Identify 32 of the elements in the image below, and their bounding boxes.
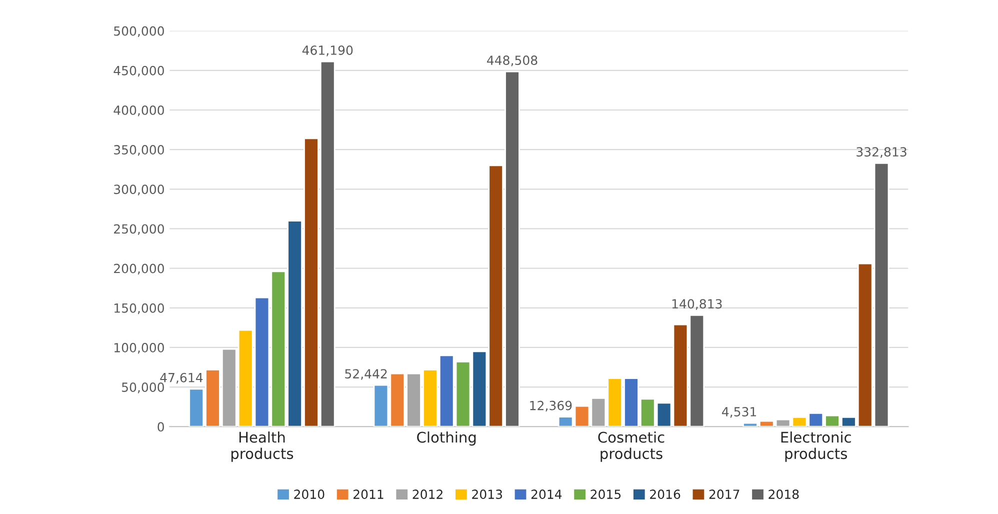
legend-label: 2017 bbox=[709, 490, 740, 499]
data-label: 52,442 bbox=[345, 369, 387, 380]
x-tick-label: Health products bbox=[231, 431, 294, 462]
data-label: 332,813 bbox=[856, 147, 906, 158]
y-tick-label: 450,000 bbox=[114, 66, 164, 77]
x-tick-label: Clothing bbox=[417, 431, 476, 446]
y-tick-label: 350,000 bbox=[114, 145, 164, 156]
legend-label: 2013 bbox=[472, 490, 502, 499]
y-tick-label: 100,000 bbox=[114, 342, 164, 354]
y-tick-label: 0 bbox=[158, 422, 164, 432]
legend-label: 2015 bbox=[590, 490, 621, 499]
y-tick-label: 150,000 bbox=[114, 303, 164, 314]
y-tick-label: 500,000 bbox=[114, 26, 164, 38]
data-label: 4,531 bbox=[722, 406, 756, 418]
y-tick-label: 250,000 bbox=[114, 224, 164, 235]
legend-label: 2011 bbox=[353, 490, 384, 499]
data-label: 12,369 bbox=[530, 400, 572, 412]
legend-label: 2010 bbox=[294, 490, 324, 499]
legend-label: 2018 bbox=[768, 490, 799, 499]
y-tick-label: 300,000 bbox=[114, 184, 164, 196]
x-tick-label: Electronic products bbox=[781, 431, 851, 462]
legend-label: 2016 bbox=[650, 490, 680, 499]
data-label: 448,508 bbox=[487, 56, 538, 66]
y-tick-label: 400,000 bbox=[114, 105, 164, 116]
legend-label: 2014 bbox=[531, 490, 562, 499]
y-tick-label: 50,000 bbox=[122, 382, 164, 394]
data-label: 140,813 bbox=[672, 299, 722, 310]
x-tick-label: Cosmetic products bbox=[598, 431, 664, 462]
data-label: 461,190 bbox=[302, 46, 353, 56]
data-label: 47,614 bbox=[160, 372, 203, 384]
legend-label: 2012 bbox=[412, 490, 442, 499]
y-tick-label: 200,000 bbox=[114, 264, 164, 275]
